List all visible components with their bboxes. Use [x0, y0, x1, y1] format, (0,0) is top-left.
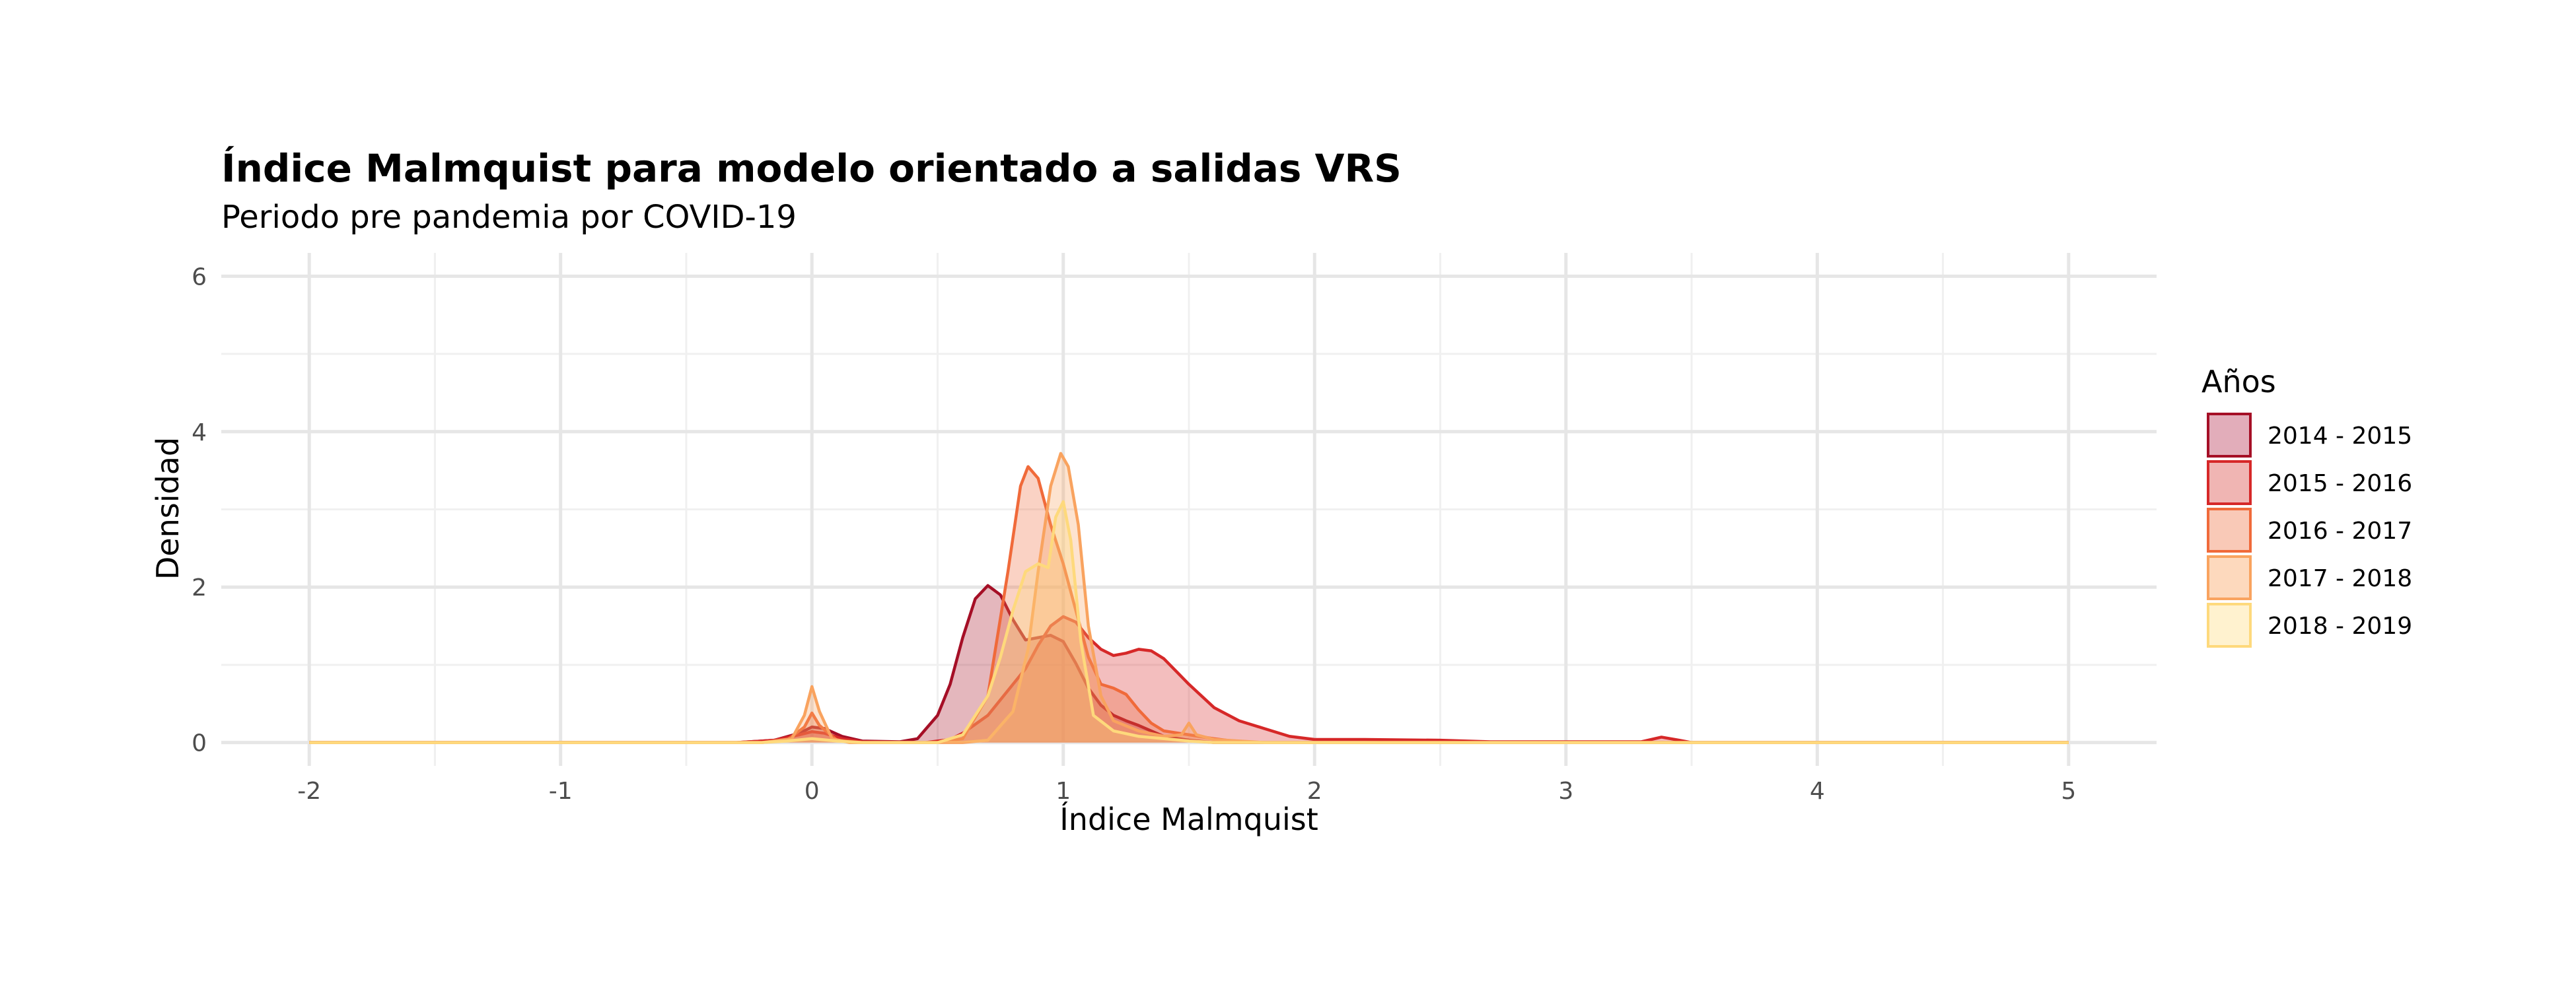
axes: -2 -1 0 1 2 3 4 5 0 2 4 6 [192, 263, 2076, 805]
x-axis-label: Índice Malmquist [1059, 802, 1318, 837]
legend-swatch [2207, 508, 2252, 553]
y-tick-label: 6 [192, 263, 207, 291]
x-tick-label: -1 [549, 778, 573, 805]
legend-item: 2018 - 2019 [2207, 603, 2412, 648]
x-tick-label: 5 [2061, 778, 2076, 805]
legend-label: 2015 - 2016 [2268, 470, 2412, 497]
legend-label: 2014 - 2015 [2268, 423, 2412, 450]
density-series [309, 452, 2069, 744]
x-tick-label: 1 [1055, 778, 1071, 805]
legend-item: 2016 - 2017 [2207, 508, 2412, 553]
density-line-4 [309, 452, 2069, 744]
y-axis-label: Densidad [150, 437, 186, 580]
chart-title: Índice Malmquist para modelo orientado a… [221, 145, 1402, 191]
legend-swatch [2207, 555, 2252, 600]
density-line-5 [309, 500, 2069, 744]
legend-label: 2018 - 2019 [2268, 613, 2412, 640]
legend-title: Años [2201, 364, 2276, 399]
density-line-2 [309, 615, 2069, 744]
legend-item: 2015 - 2016 [2207, 460, 2412, 505]
x-tick-label: 4 [1810, 778, 1825, 805]
legend-label: 2016 - 2017 [2268, 518, 2412, 545]
y-tick-label: 0 [192, 730, 207, 757]
legend-item: 2017 - 2018 [2207, 555, 2412, 600]
x-tick-label: -2 [297, 778, 321, 805]
x-tick-label: 2 [1307, 778, 1322, 805]
legend-swatch [2207, 603, 2252, 648]
legend-item: 2014 - 2015 [2207, 413, 2412, 458]
legend-label: 2017 - 2018 [2268, 565, 2412, 592]
legend-swatch [2207, 413, 2252, 458]
density-line-3 [309, 465, 2069, 744]
legend-swatch [2207, 460, 2252, 505]
density-area-2 [309, 616, 2069, 743]
x-tick-label: 3 [1558, 778, 1573, 805]
y-tick-label: 4 [192, 419, 207, 446]
legend-items: 2014 - 2015 2015 - 2016 2016 - 2017 2017 - … [2207, 413, 2412, 648]
y-tick-label: 2 [192, 574, 207, 601]
chart-subtitle: Periodo pre pandemia por COVID-19 [221, 199, 797, 236]
x-tick-label: 0 [805, 778, 820, 805]
